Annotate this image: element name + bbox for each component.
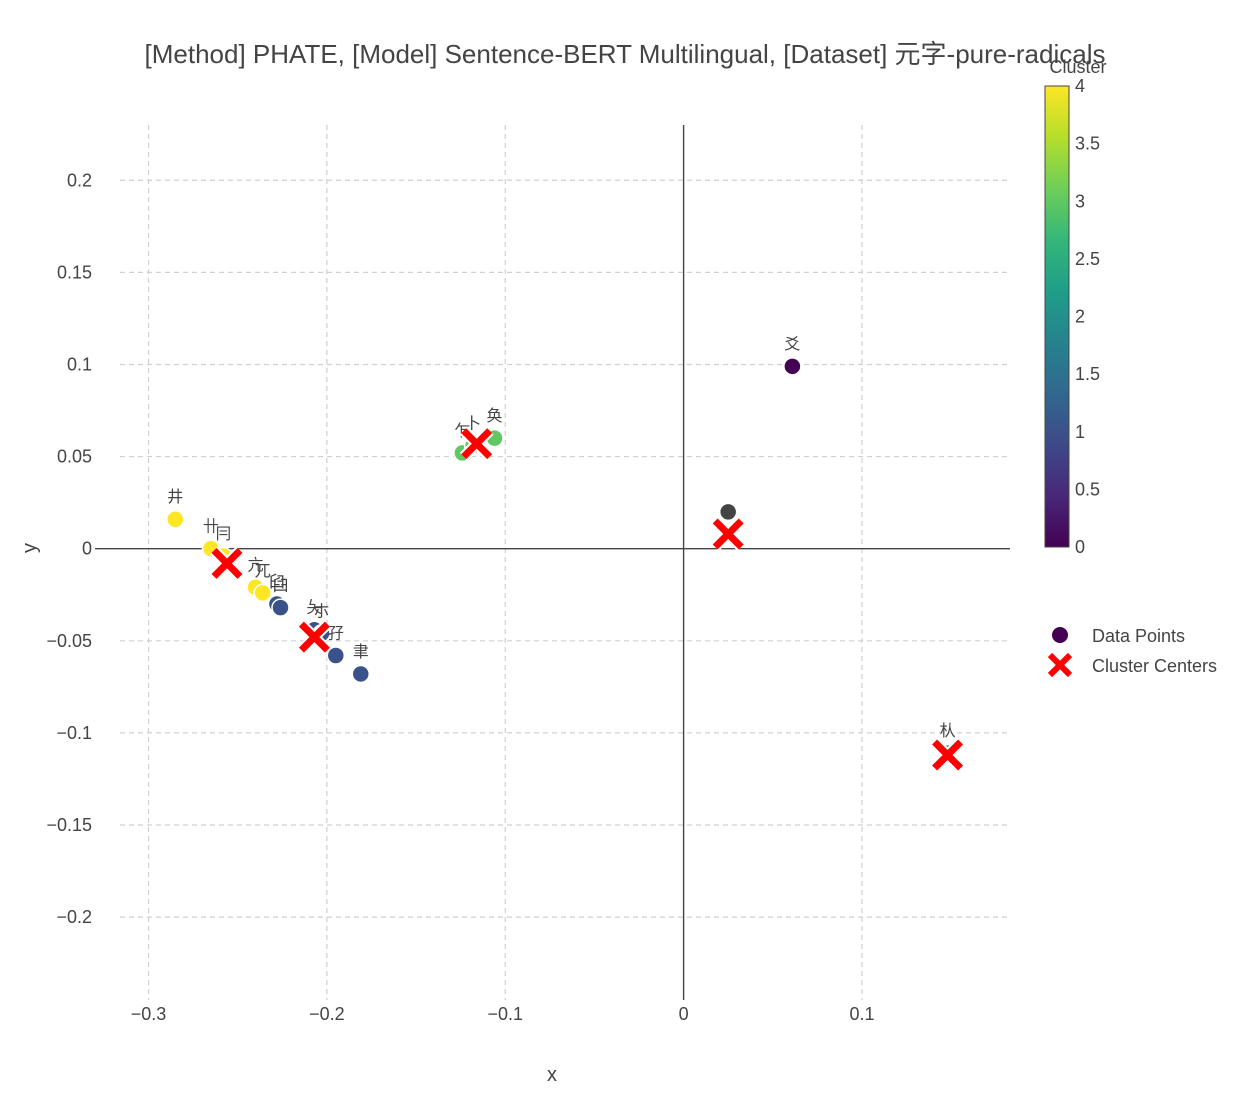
point-label: 臼 bbox=[269, 572, 285, 591]
point-label: 聿 bbox=[353, 642, 369, 661]
y-tick-label: 0 bbox=[82, 539, 92, 559]
cluster-center-marker bbox=[211, 547, 243, 579]
point-label: 兀 bbox=[255, 561, 271, 580]
colorbar-tick-label: 3 bbox=[1075, 191, 1085, 211]
y-tick-label: 0.05 bbox=[57, 447, 92, 467]
data-points bbox=[166, 357, 957, 763]
cluster-center-marker bbox=[932, 739, 964, 771]
x-axis-title: x bbox=[547, 1064, 557, 1086]
cluster-center-marker bbox=[712, 518, 744, 550]
point-label: 卜 bbox=[465, 414, 481, 433]
colorbar-gradient bbox=[1044, 85, 1070, 548]
y-tick-label: −0.1 bbox=[56, 723, 92, 743]
colorbar-tick-label: 1.5 bbox=[1075, 364, 1100, 384]
point-label: 冃 bbox=[215, 524, 231, 543]
point-label: 井 bbox=[167, 487, 183, 506]
data-point bbox=[351, 664, 371, 684]
colorbar-tick-label: 1 bbox=[1075, 422, 1085, 442]
data-point bbox=[166, 509, 185, 529]
tick-labels: −0.3 −0.2 −0.1 0 0.1 0.2 0.15 0.1 0.05 0 −0.05 −0.1… bbox=[46, 170, 874, 1024]
data-point bbox=[326, 646, 346, 665]
colorbar-title: Cluster bbox=[1049, 57, 1106, 77]
point-label: 朩 bbox=[314, 601, 330, 620]
data-point bbox=[783, 357, 802, 376]
point-label: 奂 bbox=[487, 406, 503, 425]
y-tick-label: −0.2 bbox=[56, 907, 92, 927]
y-tick-label: −0.15 bbox=[46, 815, 92, 835]
axes bbox=[95, 125, 1010, 1000]
legend-data-points-marker bbox=[1051, 626, 1069, 644]
point-label: 臼 bbox=[272, 576, 288, 595]
x-tick-label: 0.1 bbox=[849, 1004, 874, 1024]
x-tick-label: −0.1 bbox=[487, 1004, 523, 1024]
grid bbox=[120, 125, 1010, 1000]
cluster-center-marker bbox=[461, 428, 493, 460]
x-tick-label: −0.2 bbox=[309, 1004, 345, 1024]
point-label: 卄 bbox=[203, 517, 219, 536]
x-tick-label: −0.3 bbox=[131, 1004, 167, 1024]
cluster-center-marker bbox=[298, 621, 330, 653]
colorbar-tick-label: 2 bbox=[1075, 307, 1085, 327]
legend-cluster-centers-marker bbox=[1047, 652, 1073, 678]
y-tick-label: 0.1 bbox=[67, 354, 92, 374]
colorbar-tick-label: 3.5 bbox=[1075, 134, 1100, 154]
point-label: 亢 bbox=[248, 555, 264, 574]
point-label: 夨 bbox=[306, 598, 322, 617]
colorbar-tick-label: 4 bbox=[1075, 76, 1085, 96]
y-tick-label: −0.05 bbox=[46, 631, 92, 651]
cluster-centers bbox=[210, 426, 965, 772]
colorbar-tick-label: 2.5 bbox=[1075, 249, 1100, 269]
point-label: 爻 bbox=[784, 334, 800, 353]
y-tick-label: 0.2 bbox=[67, 170, 92, 190]
colorbar-tick-label: 0.5 bbox=[1075, 479, 1100, 499]
data-point bbox=[253, 583, 272, 603]
point-label: 孖 bbox=[328, 624, 344, 643]
y-tick-label: 0.15 bbox=[57, 262, 92, 282]
data-point bbox=[271, 598, 290, 617]
chart-title: [Method] PHATE, [Model] Sentence-BERT Mu… bbox=[145, 39, 1106, 69]
legend-data-points-label: Data Points bbox=[1092, 626, 1185, 646]
point-label: 朲 bbox=[940, 721, 956, 740]
colorbar-tick-label: 0 bbox=[1075, 537, 1085, 557]
legend: Data Points Cluster Centers bbox=[1047, 626, 1217, 678]
y-axis-title: y bbox=[19, 543, 41, 553]
data-point bbox=[718, 502, 738, 522]
legend-cluster-centers-label: Cluster Centers bbox=[1092, 656, 1217, 676]
x-tick-label: 0 bbox=[679, 1004, 689, 1024]
